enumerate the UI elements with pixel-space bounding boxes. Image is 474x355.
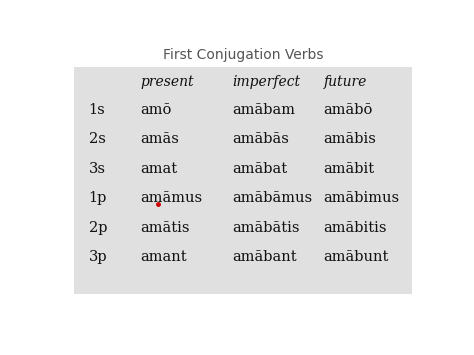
FancyBboxPatch shape bbox=[74, 67, 412, 294]
Text: 3p: 3p bbox=[89, 250, 107, 264]
Text: amant: amant bbox=[140, 250, 187, 264]
Text: amō: amō bbox=[140, 103, 172, 116]
Text: 2s: 2s bbox=[89, 132, 106, 146]
Text: future: future bbox=[324, 75, 367, 89]
Text: amābam: amābam bbox=[232, 103, 295, 116]
Text: amāmus: amāmus bbox=[140, 191, 202, 205]
Text: present: present bbox=[140, 75, 194, 89]
Text: amābāmus: amābāmus bbox=[232, 191, 312, 205]
Text: 1s: 1s bbox=[89, 103, 105, 116]
Text: amās: amās bbox=[140, 132, 179, 146]
Text: First Conjugation Verbs: First Conjugation Verbs bbox=[163, 48, 323, 62]
Text: amābimus: amābimus bbox=[324, 191, 400, 205]
Text: amābās: amābās bbox=[232, 132, 289, 146]
Text: amābātis: amābātis bbox=[232, 221, 300, 235]
Text: amābat: amābat bbox=[232, 162, 287, 176]
Text: 1p: 1p bbox=[89, 191, 107, 205]
Text: amat: amat bbox=[140, 162, 177, 176]
Text: amābis: amābis bbox=[324, 132, 377, 146]
Text: amābitis: amābitis bbox=[324, 221, 387, 235]
Text: 3s: 3s bbox=[89, 162, 106, 176]
Text: amābant: amābant bbox=[232, 250, 297, 264]
Text: amābit: amābit bbox=[324, 162, 375, 176]
Text: 2p: 2p bbox=[89, 221, 107, 235]
Text: amātis: amātis bbox=[140, 221, 190, 235]
Text: amābunt: amābunt bbox=[324, 250, 389, 264]
Text: amābō: amābō bbox=[324, 103, 373, 116]
Text: imperfect: imperfect bbox=[232, 75, 300, 89]
